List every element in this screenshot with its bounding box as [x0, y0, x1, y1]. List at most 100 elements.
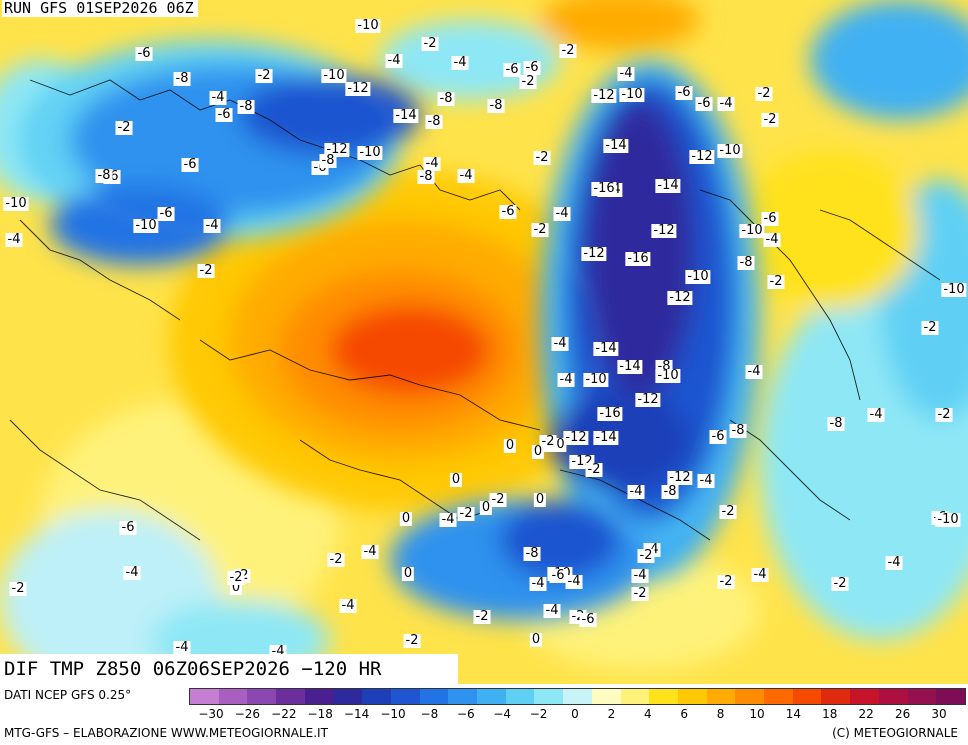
anomaly-value-label: -2: [767, 274, 785, 289]
color-scale-swatch: [534, 689, 564, 704]
anomaly-value-label: -12: [581, 246, 607, 261]
anomaly-value-label: -4: [553, 206, 571, 221]
anomaly-value-label: -2: [719, 504, 737, 519]
anomaly-value-label: -2: [755, 86, 773, 101]
anomaly-value-label: 0: [479, 500, 493, 515]
anomaly-value-label: -4: [339, 598, 357, 613]
color-scale-swatch: [764, 689, 793, 704]
anomaly-value-label: -4: [457, 168, 475, 183]
anomaly-value-label: -2: [531, 222, 549, 237]
anomaly-value-label: -2: [631, 586, 649, 601]
anomaly-value-label: -4: [439, 512, 457, 527]
anomaly-value-label: -12: [563, 430, 589, 445]
anomaly-value-label: -8: [417, 169, 435, 184]
anomaly-value-label: -6: [523, 60, 541, 75]
anomaly-value-label: -6: [709, 429, 727, 444]
anomaly-value-label: -2: [457, 506, 475, 521]
anomaly-value-label: -2: [935, 407, 953, 422]
color-scale-swatch: [419, 689, 449, 704]
anomaly-value-label: -6: [549, 568, 567, 583]
anomaly-value-label: -10: [583, 372, 609, 387]
anomaly-value-label: -12: [345, 81, 371, 96]
anomaly-value-label: -10: [717, 143, 743, 158]
anomaly-value-label: -2: [115, 120, 133, 135]
color-scale-swatch: [821, 689, 851, 704]
color-scale-swatch: [333, 689, 363, 704]
anomaly-value-label: -10: [739, 223, 765, 238]
color-scale-swatch: [878, 689, 908, 704]
color-scale-swatch: [591, 689, 621, 704]
color-scale-tick-label: −4: [493, 707, 512, 721]
color-scale-swatch: [735, 689, 765, 704]
color-scale-ticks: −30 −26 −22 −18 −14 −10 −8 −6 −4 −2 0 2 4 6 8 10 14 18 22 2…: [189, 707, 966, 723]
anomaly-value-label: -8: [425, 114, 443, 129]
anomaly-value-label: -4: [631, 568, 649, 583]
anomaly-value-label: -4: [697, 473, 715, 488]
anomaly-value-label: 0: [529, 632, 543, 647]
anomaly-value-label: -10: [357, 145, 383, 160]
color-scale-swatch: [505, 689, 535, 704]
color-scale-bar: [189, 688, 966, 705]
anomaly-value-label: -4: [203, 218, 221, 233]
anomaly-value-label: -2: [921, 320, 939, 335]
color-scale-tick-label: −8: [420, 707, 439, 721]
anomaly-value-label: -12: [667, 470, 693, 485]
color-scale-tick-label: 18: [822, 707, 838, 721]
anomaly-value-label: -16: [591, 181, 617, 196]
anomaly-value-label: -6: [695, 96, 713, 111]
anomaly-value-label: -4: [617, 66, 635, 81]
anomaly-value-label: -6: [135, 46, 153, 61]
anomaly-value-label: -4: [423, 156, 441, 171]
anomaly-value-label: 0: [531, 444, 545, 459]
anomaly-value-label: -12: [667, 290, 693, 305]
color-scale-tick-label: 26: [894, 707, 911, 721]
color-scale-swatch: [218, 689, 248, 704]
anomaly-value-label: -2: [637, 548, 655, 563]
anomaly-value-label: -6: [215, 107, 233, 122]
anomaly-value-label: -2: [327, 552, 345, 567]
anomaly-value-label: -2: [717, 574, 735, 589]
color-scale-swatch: [563, 689, 592, 704]
color-scale-tick-label: 8: [716, 707, 725, 721]
anomaly-value-label: -4: [885, 555, 903, 570]
data-source-label: DATI NCEP GFS 0.25°: [4, 688, 132, 702]
anomaly-value-label: -16: [597, 406, 623, 421]
anomaly-value-label: 0: [533, 492, 547, 507]
color-scale-swatch: [190, 689, 219, 704]
color-scale-swatch: [936, 689, 965, 704]
anomaly-value-label: -10: [655, 368, 681, 383]
anomaly-value-label: -2: [403, 633, 421, 648]
anomaly-value-label: -14: [603, 138, 629, 153]
anomaly-value-label: -4: [385, 53, 403, 68]
anomaly-value-label: -4: [209, 90, 227, 105]
anomaly-value-label: -10: [133, 218, 159, 233]
anomaly-value-label: -6: [675, 85, 693, 100]
anomaly-value-label: -4: [123, 565, 141, 580]
color-scale-tick-label: −14: [343, 707, 370, 721]
anomaly-value-label: -4: [751, 567, 769, 582]
anomaly-value-label: -2: [559, 43, 577, 58]
anomaly-value-label: -10: [321, 68, 347, 83]
anomaly-value-label: -6: [119, 520, 137, 535]
footer: DATI NCEP GFS 0.25° −30 −26 −22 −18 −14 −10 −8…: [0, 684, 968, 745]
anomaly-value-label: -10: [941, 282, 967, 297]
color-scale-swatch: [390, 689, 420, 704]
color-scale-tick-label: −22: [271, 707, 297, 721]
anomaly-value-label: -12: [651, 223, 677, 238]
color-scale-tick-label: −2: [529, 707, 548, 721]
color-scale-swatch: [907, 689, 937, 704]
temperature-anomaly-map: [0, 0, 968, 684]
anomaly-value-label: 0: [449, 472, 463, 487]
color-scale-tick-label: 22: [858, 707, 874, 721]
anomaly-value-label: -12: [324, 142, 350, 157]
anomaly-value-label: -2: [831, 576, 849, 591]
anomaly-value-label: -10: [619, 87, 645, 102]
anomaly-value-label: -10: [935, 512, 961, 527]
color-scale-tick-label: 10: [749, 707, 765, 721]
color-scale-swatch: [304, 689, 334, 704]
anomaly-value-label: -4: [627, 484, 645, 499]
anomaly-value-label: -8: [523, 546, 541, 561]
anomaly-value-label: -2: [473, 609, 491, 624]
anomaly-value-label: -14: [593, 341, 619, 356]
anomaly-value-label: -4: [173, 640, 191, 655]
